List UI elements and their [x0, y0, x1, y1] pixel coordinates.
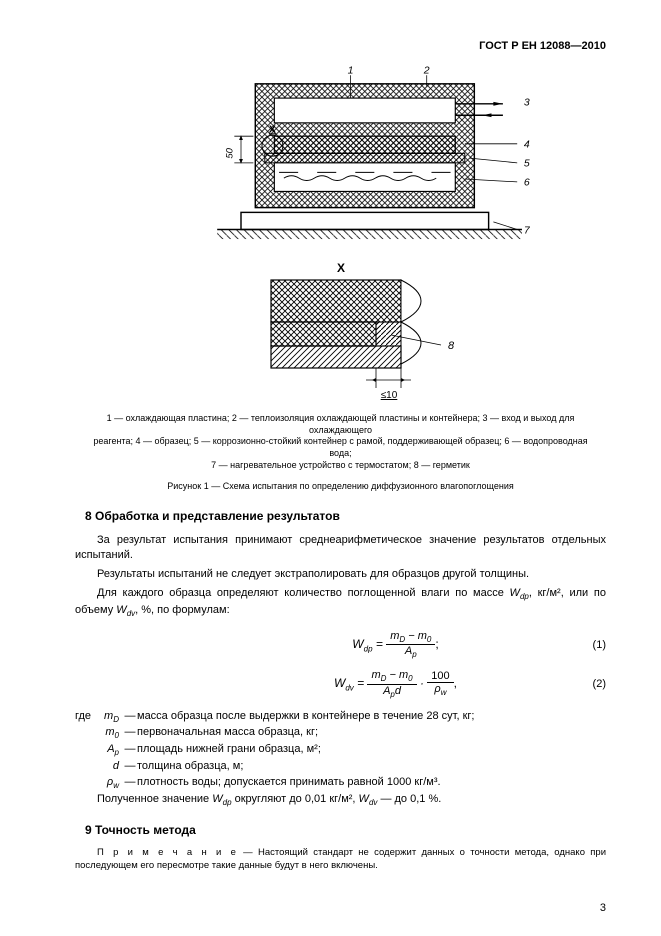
callout-3: 3	[523, 98, 529, 109]
eqnum-2: (2)	[566, 678, 606, 690]
legend-line-3: 7 — нагревательное устройство с термоста…	[85, 460, 596, 472]
callout-2: 2	[422, 65, 429, 76]
rounding-note: Полученное значение Wdp округляют до 0,0…	[75, 792, 606, 809]
callout-5: 5	[523, 159, 529, 170]
where-r4: d — толщина образца, м;	[75, 759, 606, 775]
legend-line-2: реагента; 4 — образец; 5 — коррозионно-с…	[85, 436, 596, 459]
callout-4: 4	[523, 140, 529, 151]
detail-title: Х	[336, 261, 344, 275]
page: ГОСТ Р ЕН 12088—2010	[0, 0, 661, 936]
where-r5: ρw — плотность воды; допускается принима…	[75, 775, 606, 792]
detail-x-label: Х	[268, 124, 275, 135]
legend-line-1: 1 — охлаждающая пластина; 2 — теплоизоля…	[85, 413, 596, 436]
where-r3: Ap — площадь нижней грани образца, м²;	[75, 742, 606, 759]
callout-6: 6	[523, 178, 529, 189]
callout-8: 8	[448, 340, 455, 352]
apparatus-diagram: 50 Х 1 2 3 4 5 6 7	[141, 60, 541, 260]
s8-p3: Для каждого образца определяют количеств…	[75, 586, 606, 620]
s8-p1: За результат испытания принимают среднеа…	[75, 533, 606, 563]
s8-p2: Результаты испытаний не следует экстрапо…	[75, 567, 606, 582]
eqnum-1: (1)	[566, 639, 606, 651]
formula-2: Wdv = mD − m0 Apd · 100 ρw , (2)	[75, 669, 606, 698]
where-r2: m0 — первоначальная масса образца, кг;	[75, 725, 606, 742]
where-r1: где mD — масса образца после выдержки в …	[75, 709, 606, 726]
figure-main: 50 Х 1 2 3 4 5 6 7	[75, 60, 606, 405]
doc-header: ГОСТ Р ЕН 12088—2010	[75, 40, 606, 52]
dim-leq10: ≤10	[380, 390, 397, 401]
detail-diagram: Х 8 ≤10	[216, 260, 466, 405]
where-list: где mD — масса образца после выдержки в …	[75, 709, 606, 792]
figure-caption: Рисунок 1 — Схема испытания по определен…	[75, 481, 606, 491]
section-9-note: П р и м е ч а н и е — Настоящий стандарт…	[75, 847, 606, 873]
figure-legend: 1 — охлаждающая пластина; 2 — теплоизоля…	[85, 413, 596, 471]
dim-50: 50	[224, 147, 235, 158]
callout-7: 7	[523, 225, 530, 236]
callout-1: 1	[347, 65, 353, 76]
section-8-title: 8 Обработка и представление результатов	[85, 509, 606, 523]
formula-1: Wdp = mD − m0 Ap ; (1)	[75, 630, 606, 659]
section-9-title: 9 Точность метода	[85, 823, 606, 837]
page-number: 3	[600, 902, 606, 914]
